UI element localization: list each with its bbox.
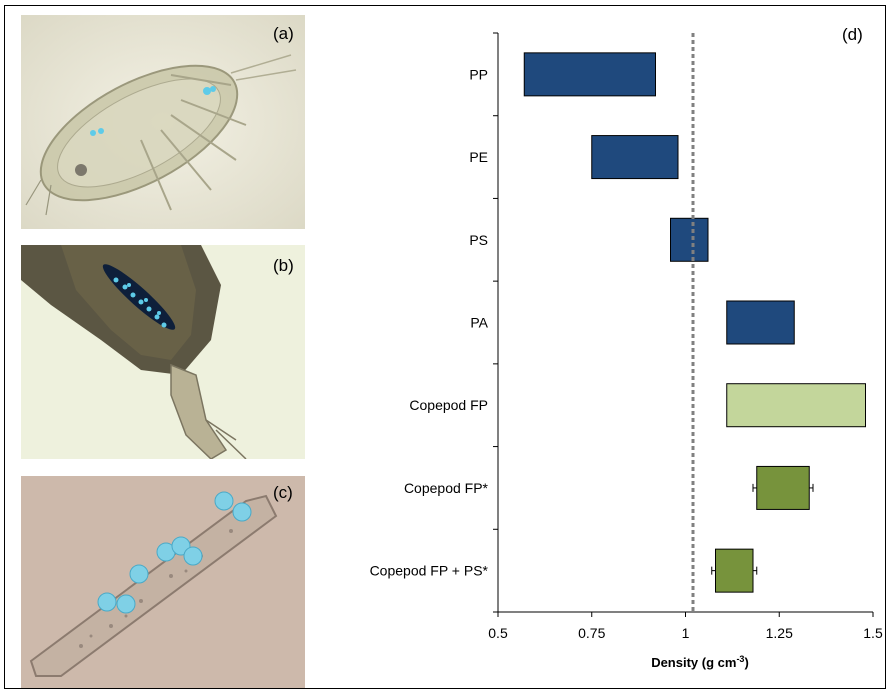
- x-tick-label: 1: [682, 625, 690, 641]
- panel-b-label: (b): [273, 256, 294, 275]
- bar-copepod-fp: [726, 383, 866, 428]
- polystyrene-beads: [97, 491, 252, 614]
- tick-labels: 0.5 0.75 1 1.25 1.5: [488, 625, 883, 641]
- category-label: Copepod FP*: [404, 480, 489, 496]
- panel-c-photo: [21, 476, 305, 688]
- bar-copepod-fp-: [756, 465, 810, 510]
- bar-ps: [670, 217, 709, 262]
- x-tick-label: 0.75: [578, 625, 605, 641]
- bar-pp: [523, 52, 656, 97]
- category-label: PE: [469, 149, 488, 165]
- category-label: Copepod FP + PS*: [370, 563, 489, 579]
- x-axis-title: Density (g cm-3): [651, 654, 749, 670]
- category-labels: PP PE PS PA Copepod FP Copepod FP* Copepod FP …: [370, 66, 489, 578]
- x-tick-label: 1.5: [863, 625, 883, 641]
- panel-b-photo: [21, 245, 305, 459]
- chart-bars: [523, 52, 866, 593]
- bar-pe: [591, 135, 679, 180]
- bar-pa: [726, 300, 795, 345]
- category-label: PS: [469, 232, 488, 248]
- copepod-body: [25, 54, 297, 216]
- category-label: PA: [470, 315, 488, 331]
- category-label: Copepod FP: [409, 397, 488, 413]
- category-label: PP: [469, 66, 488, 82]
- chart-axes: [493, 32, 874, 617]
- microplastic-gut: [102, 264, 176, 330]
- microplastic-beads: [90, 86, 216, 136]
- panel-d-label: (d): [842, 25, 863, 44]
- x-tick-label: 1.25: [766, 625, 793, 641]
- figure-frame: [4, 5, 886, 689]
- panel-c-label: (c): [273, 483, 293, 502]
- bar-copepod-fp-ps-: [715, 548, 754, 593]
- chart-error-bars: [711, 483, 814, 575]
- panel-a-label: (a): [273, 24, 294, 43]
- x-tick-label: 0.5: [488, 625, 508, 641]
- panel-a-photo: [21, 15, 305, 229]
